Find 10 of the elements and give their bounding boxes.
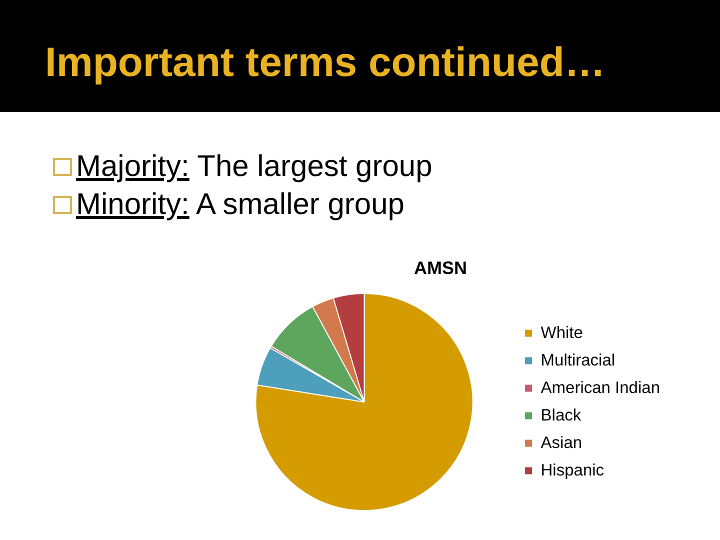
chart-title: Important terms continued… xyxy=(45,39,606,86)
text: Minority: A smaller group xyxy=(76,188,404,222)
chart-subtitle: AMSN xyxy=(413,258,468,279)
legend-label: White xyxy=(540,324,583,342)
text: Majority: The largest group xyxy=(76,150,432,184)
legend-label: Black xyxy=(540,406,582,424)
legend-label: Asian xyxy=(540,434,582,452)
legend-label: Hispanic xyxy=(540,461,604,480)
legend-label: American Indian xyxy=(540,378,660,397)
legend-label: Multiracial xyxy=(540,351,616,370)
